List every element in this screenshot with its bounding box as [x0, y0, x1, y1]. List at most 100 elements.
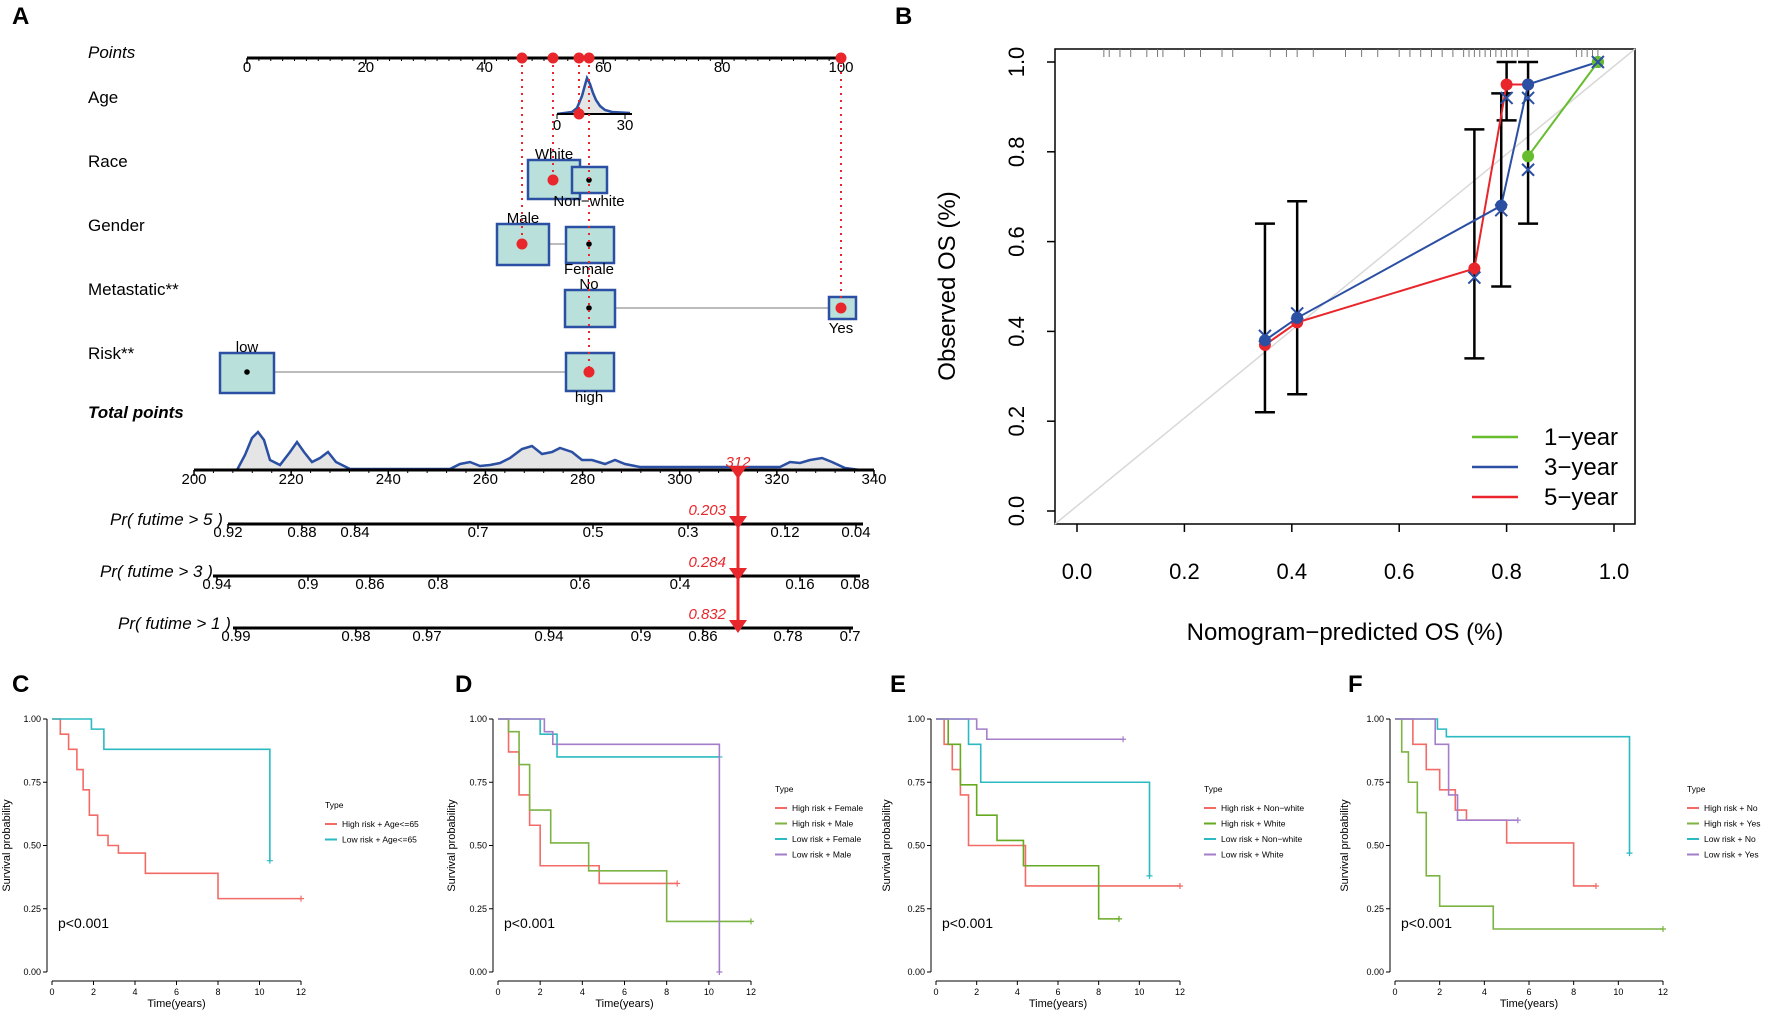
km-xtick-label: 8 [1571, 987, 1576, 997]
calib-x-marker [1521, 163, 1535, 177]
age-tick-label-0: 0 [553, 117, 561, 134]
panel-letter-b: B [895, 3, 912, 30]
total-tick-label: 340 [861, 471, 886, 488]
calib-series-line [1264, 61, 1599, 342]
km-curve [936, 718, 1180, 887]
km-ylabel: Survival probability [1339, 799, 1351, 892]
km-ytick-label: 0.50 [907, 841, 925, 851]
km-curve [498, 718, 721, 972]
km-xtick-label: 12 [296, 987, 306, 997]
pr5-tick-label: 0.88 [287, 524, 316, 541]
calibration-plot: 0.0 0.2 0.4 0.6 0.8 1.0 0.0 0.2 0.4 0.6 0.8 1.0 Nom… [934, 47, 1636, 646]
km-legend-label: Low risk + Age<=65 [342, 835, 417, 845]
nomo-pr1-label: Pr( futime > 1 ) [118, 614, 231, 633]
km-xtick-label: 2 [538, 987, 543, 997]
calib-xtick-label: 1.0 [1599, 559, 1630, 584]
calib-xtick-label: 0.6 [1384, 559, 1415, 584]
calib-ytick-label: 1.0 [1004, 47, 1029, 78]
nomo-points-label: Points [88, 43, 136, 62]
km-legend-label: High risk + White [1221, 819, 1286, 829]
km-xtick-label: 6 [1526, 987, 1531, 997]
km-legend-label: High risk + Female [792, 803, 863, 813]
km-legend-label: Low risk + Female [792, 834, 861, 844]
pr1-tick-label: 0.78 [773, 628, 802, 645]
km-xtick-label: 12 [1175, 987, 1185, 997]
calib-ytick-label: 0.4 [1004, 316, 1029, 347]
panel-letter-d: D [455, 671, 472, 698]
calib-legend-label: 5−year [1544, 484, 1618, 511]
km-ytick-label: 0.00 [1366, 967, 1384, 977]
points-tick-label: 0 [243, 59, 251, 76]
km-censor-mark [1514, 817, 1521, 824]
km-race-panel: 0.00 0.25 0.50 0.75 1.00 0 2 4 6 8 10 12 Time(years)… [881, 714, 1304, 1010]
total-tick-label: 300 [667, 471, 692, 488]
km-xtick-label: 6 [1055, 987, 1060, 997]
calib-series-line [1264, 83, 1529, 346]
calib-x-marker [1521, 91, 1535, 105]
km-xtick-label: 8 [215, 987, 220, 997]
panel-letter-a: A [12, 3, 29, 30]
calib-series-point [1500, 78, 1513, 91]
km-censor-mark [1593, 882, 1599, 889]
metastatic-level-no: No [579, 276, 598, 293]
km-ytick-label: 0.75 [1366, 777, 1384, 787]
km-pvalue: p<0.001 [504, 915, 555, 931]
risk-low-center-dot [244, 369, 250, 375]
pr3-tick-label: 0.08 [840, 576, 869, 593]
km-xlabel: Time(years) [595, 998, 653, 1010]
points-tick-label: 60 [595, 59, 612, 76]
pr5-tick-label: 0.7 [468, 524, 489, 541]
calib-series-point [1258, 334, 1271, 347]
km-metastatic-panel: 0.00 0.25 0.50 0.75 1.00 0 2 4 6 8 10 12 Time(years)… [1339, 714, 1760, 1010]
calib-xlabel: Nomogram−predicted OS (%) [1187, 619, 1504, 646]
calib-ylabel: Observed OS (%) [934, 191, 961, 380]
km-pvalue: p<0.001 [942, 915, 993, 931]
panel-letter-c: C [12, 671, 29, 698]
km-xtick-label: 10 [1613, 987, 1623, 997]
km-ytick-label: 0.00 [907, 967, 925, 977]
result-arrow-total [729, 466, 747, 479]
nomo-gender-label: Gender [88, 216, 145, 235]
km-curve [52, 718, 271, 861]
pr5-tick-label: 0.92 [213, 524, 242, 541]
metastatic-center-dot [586, 305, 592, 311]
km-xtick-label: 2 [1437, 987, 1442, 997]
km-xlabel: Time(years) [1029, 998, 1087, 1010]
km-curve [1395, 718, 1596, 887]
km-ytick-label: 1.00 [23, 714, 41, 724]
risk-level-low: low [236, 339, 259, 356]
nomo-race-label: Race [88, 152, 128, 171]
km-curve [936, 718, 1119, 920]
pr3-tick-label: 0.4 [670, 576, 691, 593]
km-legend-label: High risk + Age<=65 [342, 819, 419, 829]
km-legend-label: Low risk + No [1704, 834, 1756, 844]
km-xtick-label: 6 [174, 987, 179, 997]
km-xtick-label: 0 [49, 987, 54, 997]
km-ytick-label: 0.50 [23, 841, 41, 851]
pr1-tick-label: 0.86 [688, 628, 717, 645]
km-legend-label: High risk + Non−white [1221, 803, 1304, 813]
km-xtick-label: 2 [974, 987, 979, 997]
km-pvalue: p<0.001 [58, 915, 109, 931]
calib-ideal-line [1054, 48, 1636, 525]
pr3-tick-label: 0.94 [202, 576, 231, 593]
total-tick-label: 200 [181, 471, 206, 488]
pr5-tick-label: 0.04 [841, 524, 870, 541]
pr5-tick-label: 0.84 [340, 524, 369, 541]
km-legend-label: High risk + Male [792, 819, 853, 829]
calib-series-point [1291, 311, 1304, 324]
km-ytick-label: 0.25 [469, 904, 487, 914]
calib-xtick-label: 0.2 [1169, 559, 1200, 584]
km-legend-title: Type [775, 784, 794, 794]
km-xtick-label: 10 [704, 987, 714, 997]
km-xlabel: Time(years) [147, 998, 205, 1010]
points-tick-label: 40 [476, 59, 493, 76]
calib-xtick-label: 0.4 [1277, 559, 1308, 584]
calib-series-line [1527, 61, 1599, 157]
total-tick-label: 240 [376, 471, 401, 488]
km-curve [498, 718, 720, 758]
points-tick-label: 20 [357, 59, 374, 76]
panel-letter-f: F [1348, 671, 1363, 698]
nomogram: Points Age Race Gender Metastatic** Risk… [88, 43, 887, 645]
km-censor-mark [1120, 736, 1127, 743]
